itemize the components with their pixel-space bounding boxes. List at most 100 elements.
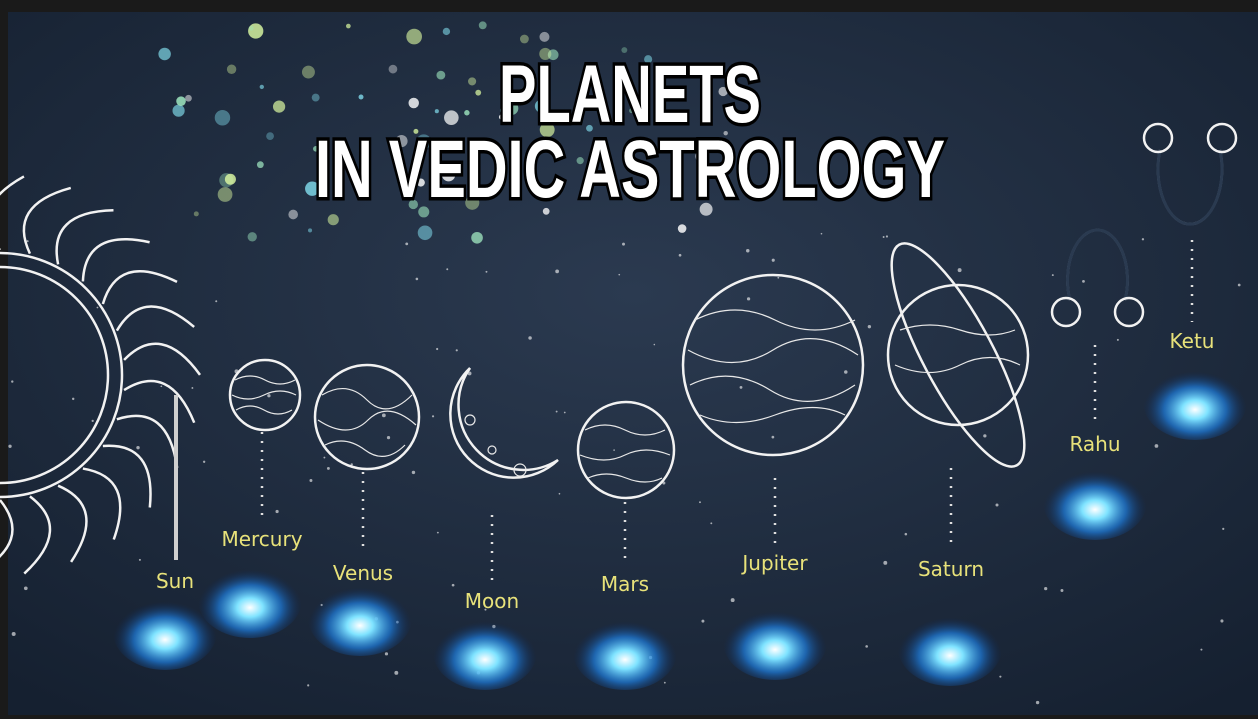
glow xyxy=(433,614,537,690)
star xyxy=(8,445,11,448)
glow xyxy=(308,580,412,656)
star xyxy=(996,503,999,506)
planet-label: Ketu xyxy=(1170,329,1215,353)
title-line: IN VEDIC ASTROLOGY xyxy=(315,124,945,215)
sparkle xyxy=(185,95,192,102)
star xyxy=(618,274,620,276)
planet-label: Mars xyxy=(601,572,649,596)
star xyxy=(1220,619,1223,622)
star xyxy=(1200,649,1202,651)
star xyxy=(559,493,561,495)
planet-label: Rahu xyxy=(1069,432,1120,456)
glow xyxy=(573,614,677,690)
star xyxy=(12,632,16,636)
star xyxy=(11,380,13,382)
star xyxy=(160,385,162,387)
sparkle xyxy=(443,28,450,35)
sparkle xyxy=(225,174,236,185)
star xyxy=(777,277,779,279)
glow xyxy=(898,610,1002,686)
star xyxy=(1117,339,1119,341)
star xyxy=(97,307,99,309)
sparkle xyxy=(312,94,320,102)
star xyxy=(203,461,205,463)
sparkle xyxy=(249,26,254,31)
sparkle xyxy=(464,110,469,115)
star xyxy=(267,394,270,397)
star xyxy=(387,436,390,439)
star xyxy=(886,235,888,237)
scene: PLANETS IN VEDIC ASTROLOGY SunMercuryVen… xyxy=(0,0,1258,719)
star xyxy=(699,501,701,503)
star xyxy=(436,348,438,350)
sparkle xyxy=(444,110,459,125)
planet-label: Moon xyxy=(465,589,519,613)
star xyxy=(1044,587,1047,590)
sparkle xyxy=(158,48,170,60)
sparkle xyxy=(468,77,476,85)
star xyxy=(275,510,278,513)
star xyxy=(746,249,749,252)
star xyxy=(905,533,908,536)
star xyxy=(452,584,455,587)
star xyxy=(1238,284,1241,287)
star xyxy=(385,652,388,655)
star xyxy=(844,370,848,374)
star xyxy=(1155,444,1159,448)
star xyxy=(865,645,868,648)
star xyxy=(654,344,656,346)
sparkle xyxy=(288,210,298,220)
sparkle xyxy=(227,65,236,74)
star xyxy=(883,561,887,565)
planet-label: Sun xyxy=(156,569,194,593)
glow xyxy=(1143,364,1247,440)
sparkle xyxy=(435,109,439,113)
star xyxy=(747,297,750,300)
sparkle xyxy=(248,23,263,38)
star xyxy=(1052,274,1054,276)
sparkle xyxy=(273,100,285,112)
planet-label: Saturn xyxy=(918,557,984,581)
sparkle xyxy=(479,21,487,29)
star xyxy=(327,467,330,470)
star xyxy=(679,254,682,257)
star xyxy=(72,398,74,400)
star xyxy=(405,243,408,246)
star xyxy=(710,522,712,524)
sparkle xyxy=(418,225,433,240)
sparkle xyxy=(215,110,230,125)
sparkle xyxy=(406,29,422,45)
star xyxy=(432,415,434,417)
sparkle xyxy=(173,105,185,117)
planet-label: Venus xyxy=(333,561,393,585)
star xyxy=(772,259,775,262)
sparkle xyxy=(389,65,398,74)
star xyxy=(456,349,458,351)
star xyxy=(1222,528,1224,530)
sparkle xyxy=(257,161,264,168)
planet-label: Mercury xyxy=(221,527,302,551)
star xyxy=(215,300,217,302)
star xyxy=(1082,280,1085,283)
sparkle xyxy=(328,214,339,225)
star xyxy=(731,598,735,602)
sparkle xyxy=(266,132,274,140)
star xyxy=(999,676,1001,678)
star xyxy=(136,446,139,449)
sparkle xyxy=(218,187,233,202)
star xyxy=(139,559,141,561)
star xyxy=(412,471,415,474)
sparkle xyxy=(308,228,312,232)
sparkle xyxy=(408,98,418,108)
sparkle xyxy=(176,96,186,106)
star xyxy=(309,479,312,482)
sparkle xyxy=(475,90,481,96)
sparkle xyxy=(346,24,351,29)
sparkle xyxy=(539,32,549,42)
star xyxy=(958,268,962,272)
glow xyxy=(1043,464,1147,540)
star xyxy=(772,436,775,439)
star xyxy=(622,243,625,246)
sparkle xyxy=(260,85,264,89)
star xyxy=(701,620,704,623)
